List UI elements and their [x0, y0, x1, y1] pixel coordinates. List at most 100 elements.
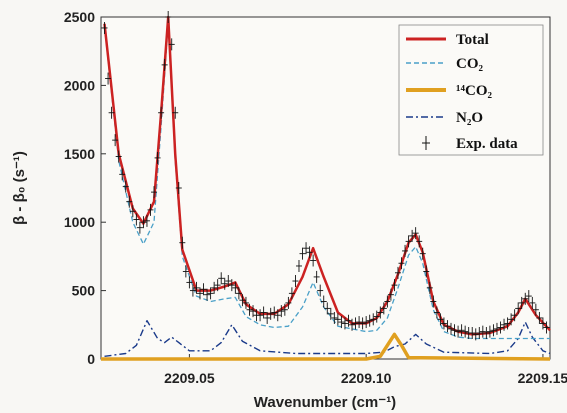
exp-data-point	[479, 325, 486, 338]
exp-data-point	[515, 302, 522, 315]
exp-data-point	[391, 279, 398, 292]
legend-item-n2o: N₂O	[406, 110, 483, 126]
exp-data-point	[105, 72, 112, 85]
exp-data-point	[189, 284, 196, 297]
exp-data-point	[394, 266, 401, 279]
exp-data-point	[179, 236, 186, 249]
exp-data-point	[373, 310, 380, 323]
exp-data-point	[532, 303, 539, 316]
exp-data-point	[303, 242, 310, 255]
exp-data-point	[416, 235, 423, 248]
exp-data-point	[161, 58, 168, 71]
exp-data-point	[458, 324, 465, 337]
exp-data-point	[522, 292, 529, 305]
exp-data-points	[101, 11, 550, 341]
exp-data-point	[529, 296, 536, 309]
exp-data-point	[225, 275, 232, 288]
exp-data-point	[299, 247, 306, 260]
exp-data-point	[129, 205, 136, 218]
exp-data-point	[200, 283, 207, 296]
exp-data-point	[472, 328, 479, 341]
legend-label-n2o: N₂O	[456, 110, 483, 126]
exp-data-point	[518, 296, 525, 309]
exp-data-point	[133, 213, 140, 226]
exp-data-point	[501, 318, 508, 331]
exp-data-point	[278, 305, 285, 318]
legend: Total CO₂ ¹⁴CO₂ N₂O Exp. data	[398, 24, 544, 156]
y-tick-labels: 0 500 1000 1500 2000 2500	[64, 9, 95, 367]
exp-data-point	[172, 106, 179, 119]
y-tick-label: 2000	[64, 77, 95, 93]
exp-data-point	[285, 296, 292, 309]
exp-data-point	[486, 325, 493, 338]
exp-data-point	[359, 317, 366, 330]
legend-label-14co2: ¹⁴CO₂	[456, 83, 492, 99]
exp-data-point	[444, 320, 451, 333]
exp-data-point	[165, 11, 172, 23]
exp-data-point	[469, 327, 476, 340]
exp-data-point	[214, 279, 221, 292]
exp-data-point	[288, 287, 295, 300]
exp-data-point	[402, 244, 409, 257]
exp-data-point	[115, 150, 122, 163]
exp-data-point	[455, 325, 462, 338]
exp-data-point	[235, 287, 242, 300]
exp-data-point	[140, 216, 147, 229]
exp-data-point	[260, 306, 267, 319]
exp-data-point	[119, 168, 126, 181]
exp-data-point	[264, 311, 271, 324]
exp-data-point	[338, 316, 345, 329]
exp-data-point	[193, 281, 200, 294]
y-tick-label: 500	[72, 283, 96, 299]
y-axis-label: β - β₀ (s⁻¹)	[11, 151, 28, 225]
exp-data-point	[306, 246, 313, 259]
exp-data-point	[430, 295, 437, 308]
x-axis-label: Wavenumber (cm⁻¹)	[254, 394, 396, 411]
exp-data-point	[267, 307, 274, 320]
series-total-line	[103, 15, 551, 336]
exp-data-point	[543, 321, 550, 334]
exp-data-point	[419, 247, 426, 260]
exp-data-point	[440, 317, 447, 330]
exp-data-point	[483, 327, 490, 340]
exp-data-point	[451, 324, 458, 337]
exp-data-point	[493, 322, 500, 335]
y-tick-label: 2500	[64, 9, 95, 25]
exp-data-point	[228, 279, 235, 292]
exp-data-point	[380, 302, 387, 315]
exp-data-point	[154, 151, 161, 164]
exp-data-point	[182, 265, 189, 278]
exp-data-point	[147, 203, 154, 216]
exp-data-point	[426, 281, 433, 294]
exp-data-point	[292, 275, 299, 288]
x-tick-labels: 2209.05 2209.10 2209.15	[164, 370, 567, 386]
exp-data-point	[281, 303, 288, 316]
exp-data-point	[122, 180, 129, 193]
exp-data-point	[242, 296, 249, 309]
exp-data-point	[331, 311, 338, 324]
exp-data-point	[377, 306, 384, 319]
exp-data-point	[490, 324, 497, 337]
exp-data-point	[539, 317, 546, 330]
exp-data-point	[423, 265, 430, 278]
exp-data-point	[295, 259, 302, 272]
exp-data-point	[186, 276, 193, 289]
exp-data-point	[207, 287, 214, 300]
legend-item-total: Total	[406, 32, 489, 48]
exp-data-point	[497, 321, 504, 334]
exp-data-point	[508, 313, 515, 326]
exp-data-point	[320, 295, 327, 308]
exp-data-point	[310, 254, 317, 267]
exp-data-point	[412, 227, 419, 240]
exp-data-point	[324, 302, 331, 315]
exp-data-point	[448, 322, 455, 335]
exp-data-point	[356, 316, 363, 329]
exp-data-point	[317, 284, 324, 297]
exp-data-point	[112, 134, 119, 147]
exp-data-point	[341, 317, 348, 330]
exp-data-point	[221, 277, 228, 290]
exp-data-point	[274, 309, 281, 322]
exp-data-point	[313, 270, 320, 283]
exp-data-point	[271, 306, 278, 319]
